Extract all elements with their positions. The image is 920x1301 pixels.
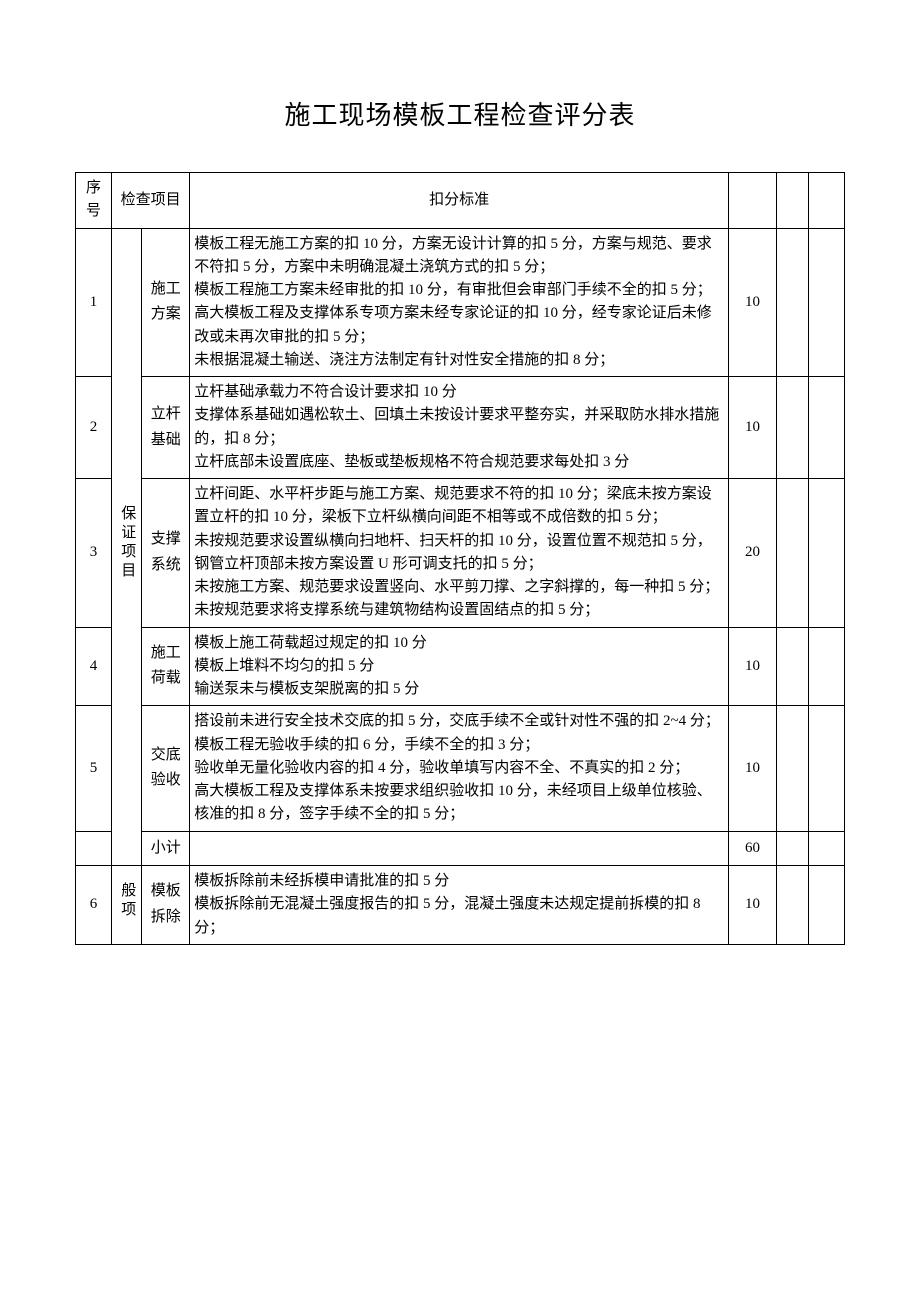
- table-row: 4 施工荷载 模板上施工荷载超过规定的扣 10 分模板上堆料不均匀的扣 5 分输…: [76, 627, 845, 706]
- category-general-label: 般项: [115, 882, 138, 920]
- category-guarantee-label: 保证项目: [115, 505, 138, 581]
- standard-cell: 模板拆除前未经拆模申请批准的扣 5 分模板拆除前无混凝土强度报告的扣 5 分，混…: [190, 866, 729, 945]
- table-row: 2 立杆基础 立杆基础承载力不符合设计要求扣 10 分支撑体系基础如遇松软土、回…: [76, 377, 845, 479]
- subitem-cell: 施工荷载: [142, 627, 190, 706]
- blank-cell: [777, 706, 809, 831]
- standard-cell: 立杆基础承载力不符合设计要求扣 10 分支撑体系基础如遇松软土、回填土未按设计要…: [190, 377, 729, 479]
- seq-cell: 4: [76, 627, 112, 706]
- blank-cell: [809, 706, 845, 831]
- seq-cell: 6: [76, 866, 112, 945]
- table-row: 3 支撑系统 立杆间距、水平杆步距与施工方案、规范要求不符的扣 10 分；梁底未…: [76, 479, 845, 628]
- header-blank2: [809, 173, 845, 229]
- blank-cell: [777, 831, 809, 866]
- subtotal-value: 60: [729, 831, 777, 866]
- seq-cell: 2: [76, 377, 112, 479]
- table-row: 6 般项 模板拆除 模板拆除前未经拆模申请批准的扣 5 分模板拆除前无混凝土强度…: [76, 866, 845, 945]
- score-cell: 10: [729, 377, 777, 479]
- blank-cell: [777, 377, 809, 479]
- standard-cell: 模板上施工荷载超过规定的扣 10 分模板上堆料不均匀的扣 5 分输送泵未与模板支…: [190, 627, 729, 706]
- standard-cell: 搭设前未进行安全技术交底的扣 5 分，交底手续不全或针对性不强的扣 2~4 分；…: [190, 706, 729, 831]
- blank-cell: [809, 866, 845, 945]
- scoring-table: 序号 检查项目 扣分标准 1 保证项目 施工方案 模板工程无施工方案的扣 10 …: [75, 172, 845, 945]
- score-cell: 10: [729, 866, 777, 945]
- seq-cell: 5: [76, 706, 112, 831]
- subitem-cell: 施工方案: [142, 228, 190, 377]
- blank-cell: [777, 866, 809, 945]
- standard-cell: 模板工程无施工方案的扣 10 分，方案无设计计算的扣 5 分，方案与规范、要求不…: [190, 228, 729, 377]
- page-title: 施工现场模板工程检查评分表: [75, 95, 845, 132]
- score-cell: 10: [729, 627, 777, 706]
- blank-cell: [809, 377, 845, 479]
- blank-cell: [777, 479, 809, 628]
- subtotal-row: 小计 60: [76, 831, 845, 866]
- subitem-cell: 模板拆除: [142, 866, 190, 945]
- subtotal-label: 小计: [142, 831, 190, 866]
- header-item: 检查项目: [112, 173, 190, 229]
- subitem-cell: 交底验收: [142, 706, 190, 831]
- category-guarantee: 保证项目: [112, 228, 142, 866]
- table-row: 5 交底验收 搭设前未进行安全技术交底的扣 5 分，交底手续不全或针对性不强的扣…: [76, 706, 845, 831]
- seq-cell: 1: [76, 228, 112, 377]
- blank-cell: [809, 831, 845, 866]
- blank-cell: [809, 479, 845, 628]
- header-standard: 扣分标准: [190, 173, 729, 229]
- header-seq: 序号: [76, 173, 112, 229]
- subitem-cell: 立杆基础: [142, 377, 190, 479]
- header-blank1: [777, 173, 809, 229]
- blank-cell: [777, 228, 809, 377]
- score-cell: 10: [729, 706, 777, 831]
- subitem-cell: 支撑系统: [142, 479, 190, 628]
- header-score: [729, 173, 777, 229]
- standard-cell: 立杆间距、水平杆步距与施工方案、规范要求不符的扣 10 分；梁底未按方案设置立杆…: [190, 479, 729, 628]
- seq-cell: [76, 831, 112, 866]
- blank-cell: [809, 627, 845, 706]
- table-row: 1 保证项目 施工方案 模板工程无施工方案的扣 10 分，方案无设计计算的扣 5…: [76, 228, 845, 377]
- blank-cell: [809, 228, 845, 377]
- seq-cell: 3: [76, 479, 112, 628]
- category-general: 般项: [112, 866, 142, 945]
- blank-cell: [777, 627, 809, 706]
- score-cell: 20: [729, 479, 777, 628]
- score-cell: 10: [729, 228, 777, 377]
- header-row: 序号 检查项目 扣分标准: [76, 173, 845, 229]
- standard-cell: [190, 831, 729, 866]
